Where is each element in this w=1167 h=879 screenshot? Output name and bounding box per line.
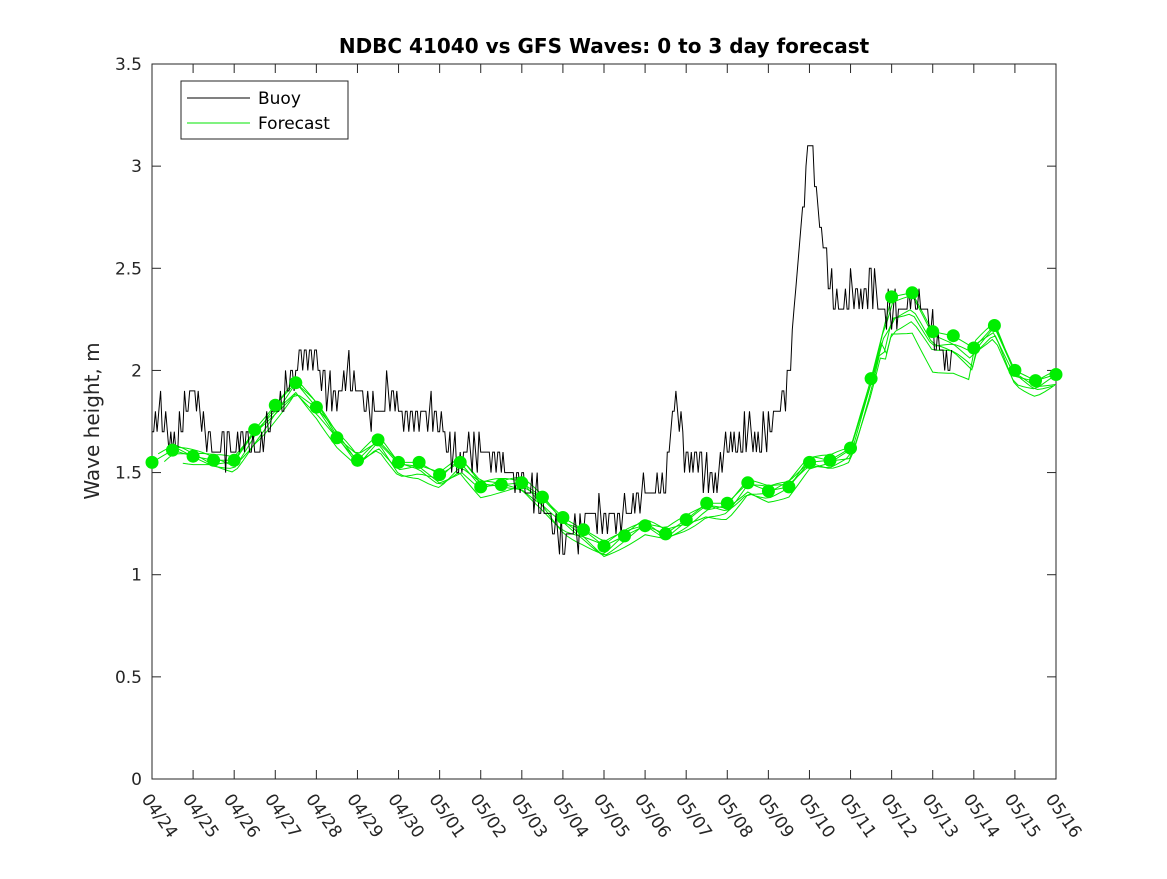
forecast-point <box>227 453 241 467</box>
forecast-point <box>207 453 221 467</box>
forecast-point <box>844 441 857 455</box>
forecast-point <box>967 341 981 355</box>
y-tick-label: 3.5 <box>115 55 142 75</box>
forecast-point <box>371 433 385 447</box>
forecast-point <box>392 455 405 469</box>
forecast-point <box>823 453 837 467</box>
forecast-point <box>577 523 590 537</box>
forecast-point <box>412 455 426 469</box>
forecast-point <box>926 325 940 339</box>
forecast-point <box>474 480 488 494</box>
forecast-point <box>638 519 652 533</box>
buoy-line <box>152 145 953 555</box>
forecast-point <box>453 455 467 469</box>
forecast-point <box>803 455 816 469</box>
forecast-point <box>248 423 262 437</box>
forecast-point <box>679 513 693 527</box>
forecast-point <box>1029 374 1042 388</box>
forecast-line <box>176 321 1056 555</box>
y-axis-label: Wave height, m <box>80 342 104 499</box>
forecast-point <box>700 496 714 510</box>
forecast-point <box>741 476 755 490</box>
forecast-point <box>330 431 344 445</box>
forecast-point <box>782 480 796 494</box>
forecast-point <box>597 539 611 553</box>
forecast-point <box>268 398 282 412</box>
y-tick-label: 0.5 <box>115 668 142 688</box>
legend-forecast-label: Forecast <box>258 114 330 134</box>
legend-box <box>180 80 349 140</box>
forecast-point <box>659 527 673 541</box>
forecast-point <box>433 468 447 482</box>
legend: Buoy Forecast <box>180 80 349 140</box>
forecast-point <box>309 400 323 414</box>
chart-title: NDBC 41040 vs GFS Waves: 0 to 3 day fore… <box>339 34 870 58</box>
forecast-point <box>905 286 919 300</box>
forecast-point <box>186 449 200 463</box>
forecast-point <box>720 496 734 510</box>
buoy-series <box>152 145 953 555</box>
forecast-point <box>556 511 570 524</box>
plot-area: 00.511.522.533.504/2404/2504/2604/2704/2… <box>115 55 1085 842</box>
forecast-point <box>987 319 1001 332</box>
forecast-point <box>885 290 899 304</box>
y-tick-label: 1.5 <box>115 464 142 484</box>
forecast-point <box>166 443 179 457</box>
forecast-point <box>494 478 508 492</box>
forecast-point <box>618 529 631 543</box>
forecast-point <box>1008 363 1022 377</box>
forecast-point <box>535 490 549 504</box>
forecast-point <box>351 453 364 467</box>
y-tick-label: 2 <box>131 361 142 381</box>
forecast-point <box>864 372 878 386</box>
forecast-point <box>1049 368 1063 381</box>
forecast-point <box>145 455 159 469</box>
y-tick-label: 3 <box>131 157 142 177</box>
y-tick-label: 1 <box>131 566 142 586</box>
y-tick-label: 0 <box>131 770 142 790</box>
axes-box <box>151 63 1057 780</box>
y-tick-label: 2.5 <box>115 259 142 279</box>
forecast-markers <box>145 286 1063 553</box>
forecast-point <box>761 484 775 498</box>
forecast-point <box>289 376 303 390</box>
forecast-line <box>182 326 1057 558</box>
forecast-point <box>515 476 529 490</box>
legend-buoy-label: Buoy <box>258 89 301 109</box>
forecast-point <box>946 329 960 343</box>
